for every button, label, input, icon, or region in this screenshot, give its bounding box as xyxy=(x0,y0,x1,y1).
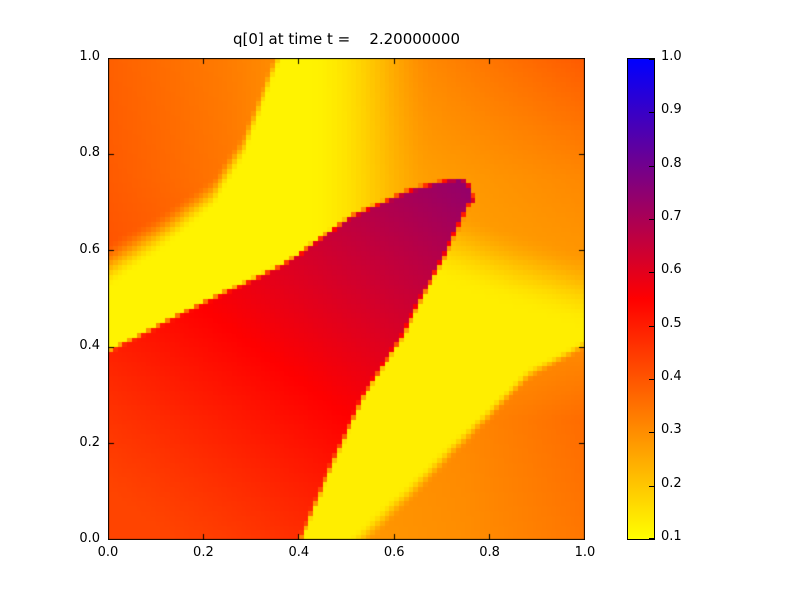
colorbar-tick-label: 0.4 xyxy=(661,369,682,384)
colorbar-tick-label: 0.6 xyxy=(661,262,682,278)
colorbar-tick-mark xyxy=(649,219,654,220)
y-tick-label: 0.2 xyxy=(79,434,100,450)
colorbar-tick-label: 0.8 xyxy=(661,155,682,171)
colorbar-tick-mark xyxy=(649,538,654,539)
y-tick-label: 1.0 xyxy=(79,49,100,64)
y-tick-label: 0.6 xyxy=(79,241,100,257)
colorbar xyxy=(627,58,655,540)
x-tick-label: 0.6 xyxy=(383,545,405,560)
plot-title: q[0] at time t = 2.20000000 xyxy=(233,30,460,48)
x-tick-label: 0.8 xyxy=(479,545,500,560)
colorbar-tick-label: 0.1 xyxy=(661,529,682,544)
heatmap-canvas xyxy=(108,58,585,540)
x-tick-label: 1.0 xyxy=(574,545,596,560)
colorbar-tick-label: 0.2 xyxy=(661,475,682,491)
colorbar-tick-label: 1.0 xyxy=(661,49,682,64)
y-tick-label: 0.8 xyxy=(79,145,100,161)
colorbar-tick-label: 0.7 xyxy=(661,209,682,224)
colorbar-tick-mark xyxy=(649,272,654,273)
y-tick-label: 0.4 xyxy=(79,338,100,354)
colorbar-tick-label: 0.5 xyxy=(661,315,682,331)
colorbar-tick-mark xyxy=(649,432,654,433)
colorbar-tick-label: 0.9 xyxy=(661,102,682,118)
colorbar-tick-mark xyxy=(649,326,654,327)
colorbar-tick-label: 0.3 xyxy=(661,422,682,438)
colorbar-tick-mark xyxy=(649,486,654,487)
x-tick-label: 0.2 xyxy=(193,545,214,560)
colorbar-tick-mark xyxy=(649,59,654,60)
x-tick-label: 0.4 xyxy=(288,545,310,560)
colorbar-tick-mark xyxy=(649,112,654,113)
colorbar-tick-mark xyxy=(649,166,654,167)
colorbar-tick-mark xyxy=(649,379,654,380)
x-tick-label: 0.0 xyxy=(97,545,119,560)
y-tick-label: 0.0 xyxy=(79,531,100,546)
